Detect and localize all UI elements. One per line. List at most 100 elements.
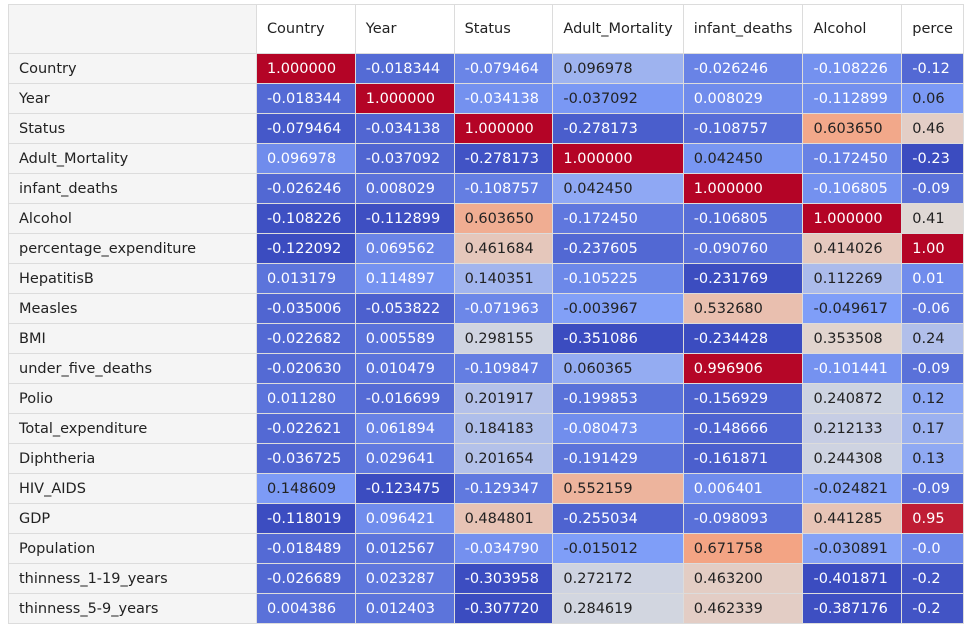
table-cell: -0.108226 (256, 203, 356, 234)
table-cell: 0.353508 (802, 323, 903, 354)
table-cell: -0.255034 (552, 503, 684, 534)
table-cell: -0.053822 (355, 293, 455, 324)
table-cell: 0.008029 (355, 173, 455, 204)
table-row: thinness_5-9_years 0.004386 0.012403 -0.307… (8, 593, 964, 624)
table-cell: -0.199853 (552, 383, 684, 414)
table-cell: 1.000000 (355, 83, 455, 114)
table-cell: -0.23 (901, 143, 964, 174)
table-cell: 0.061894 (355, 413, 455, 444)
table-cell: -0.080473 (552, 413, 684, 444)
table-cell: -0.108757 (454, 173, 554, 204)
table-cell: 0.240872 (802, 383, 903, 414)
table-cell: 0.13 (901, 443, 964, 474)
column-header: Country (256, 4, 356, 54)
row-label: HepatitisB (8, 263, 257, 294)
table-cell: -0.018489 (256, 533, 356, 564)
table-cell: -0.024821 (802, 473, 903, 504)
table-cell: -0.123475 (355, 473, 455, 504)
table-row: BMI -0.022682 0.005589 0.298155 -0.351086 -0.… (8, 323, 964, 354)
table-cell: -0.037092 (355, 143, 455, 174)
table-cell: -0.307720 (454, 593, 554, 624)
row-label: Alcohol (8, 203, 257, 234)
table-cell: -0.303958 (454, 563, 554, 594)
table-cell: 0.46 (901, 113, 964, 144)
table-cell: 0.272172 (552, 563, 684, 594)
table-cell: 0.441285 (802, 503, 903, 534)
table-cell: -0.06 (901, 293, 964, 324)
row-label: Measles (8, 293, 257, 324)
table-row: Measles -0.035006 -0.053822 -0.071963 -0.003… (8, 293, 964, 324)
table-cell: 0.114897 (355, 263, 455, 294)
table-cell: -0.026246 (256, 173, 356, 204)
correlation-table: Country Year Status Adult_Mortality infa… (8, 4, 964, 624)
table-cell: -0.018344 (256, 83, 356, 114)
column-header: Adult_Mortality (552, 4, 684, 54)
table-cell: -0.035006 (256, 293, 356, 324)
table-cell: -0.020630 (256, 353, 356, 384)
table-cell: -0.09 (901, 353, 964, 384)
table-cell: -0.003967 (552, 293, 684, 324)
table-cell: 0.532680 (683, 293, 804, 324)
row-label: under_five_deaths (8, 353, 257, 384)
table-cell: 0.096978 (552, 53, 684, 84)
table-row: thinness_1-19_years -0.026689 0.023287 -0.3… (8, 563, 964, 594)
table-cell: 0.042450 (683, 143, 804, 174)
table-cell: 0.012567 (355, 533, 455, 564)
table-cell: 0.298155 (454, 323, 554, 354)
dataframe-output: Country Year Status Adult_Mortality infa… (8, 4, 964, 636)
table-cell: 0.06 (901, 83, 964, 114)
table-row: Alcohol -0.108226 -0.112899 0.603650 -0.1724… (8, 203, 964, 234)
table-cell: 0.013179 (256, 263, 356, 294)
table-cell: -0.106805 (802, 173, 903, 204)
table-cell: -0.016699 (355, 383, 455, 414)
row-label: Status (8, 113, 257, 144)
table-cell: 1.000000 (454, 113, 554, 144)
table-row: HepatitisB 0.013179 0.114897 0.140351 -0.105… (8, 263, 964, 294)
table-cell: 0.096421 (355, 503, 455, 534)
table-cell: -0.112899 (355, 203, 455, 234)
table-row: Adult_Mortality 0.096978 -0.037092 -0.27817… (8, 143, 964, 174)
table-cell: -0.098093 (683, 503, 804, 534)
table-cell: -0.129347 (454, 473, 554, 504)
table-cell: 0.184183 (454, 413, 554, 444)
table-row: under_five_deaths -0.020630 0.010479 -0.109… (8, 353, 964, 384)
table-cell: -0.278173 (552, 113, 684, 144)
row-label: BMI (8, 323, 257, 354)
table-cell: -0.237605 (552, 233, 684, 264)
table-cell: 0.603650 (454, 203, 554, 234)
table-row: Polio 0.011280 -0.016699 0.201917 -0.199853-… (8, 383, 964, 414)
table-cell: -0.148666 (683, 413, 804, 444)
table-cell: -0.351086 (552, 323, 684, 354)
table-cell: 0.552159 (552, 473, 684, 504)
table-row: Status -0.079464 -0.034138 1.000000 -0.27817… (8, 113, 964, 144)
table-cell: 0.096978 (256, 143, 356, 174)
table-cell: 0.414026 (802, 233, 903, 264)
table-cell: -0.231769 (683, 263, 804, 294)
row-label: Adult_Mortality (8, 143, 257, 174)
table-cell: 0.010479 (355, 353, 455, 384)
table-cell: -0.112899 (802, 83, 903, 114)
table-cell: -0.172450 (802, 143, 903, 174)
table-cell: -0.191429 (552, 443, 684, 474)
table-cell: -0.12 (901, 53, 964, 84)
table-row: percentage_expenditure -0.122092 0.069562 0… (8, 233, 964, 264)
table-cell: 0.029641 (355, 443, 455, 474)
table-cell: -0.018344 (355, 53, 455, 84)
table-row: Population -0.018489 0.012567 -0.034790 -0.0… (8, 533, 964, 564)
table-cell: -0.026689 (256, 563, 356, 594)
row-label: Polio (8, 383, 257, 414)
table-cell: -0.105225 (552, 263, 684, 294)
table-cell: -0.2 (901, 563, 964, 594)
row-label: infant_deaths (8, 173, 257, 204)
table-cell: 0.461684 (454, 233, 554, 264)
table-cell: 0.006401 (683, 473, 804, 504)
table-cell: 0.201917 (454, 383, 554, 414)
table-cell: 0.463200 (683, 563, 804, 594)
row-label: GDP (8, 503, 257, 534)
table-cell: 1.000000 (256, 53, 356, 84)
table-cell: -0.101441 (802, 353, 903, 384)
column-header: Status (454, 4, 554, 54)
row-label: Year (8, 83, 257, 114)
table-cell: 0.24 (901, 323, 964, 354)
table-cell: -0.09 (901, 173, 964, 204)
